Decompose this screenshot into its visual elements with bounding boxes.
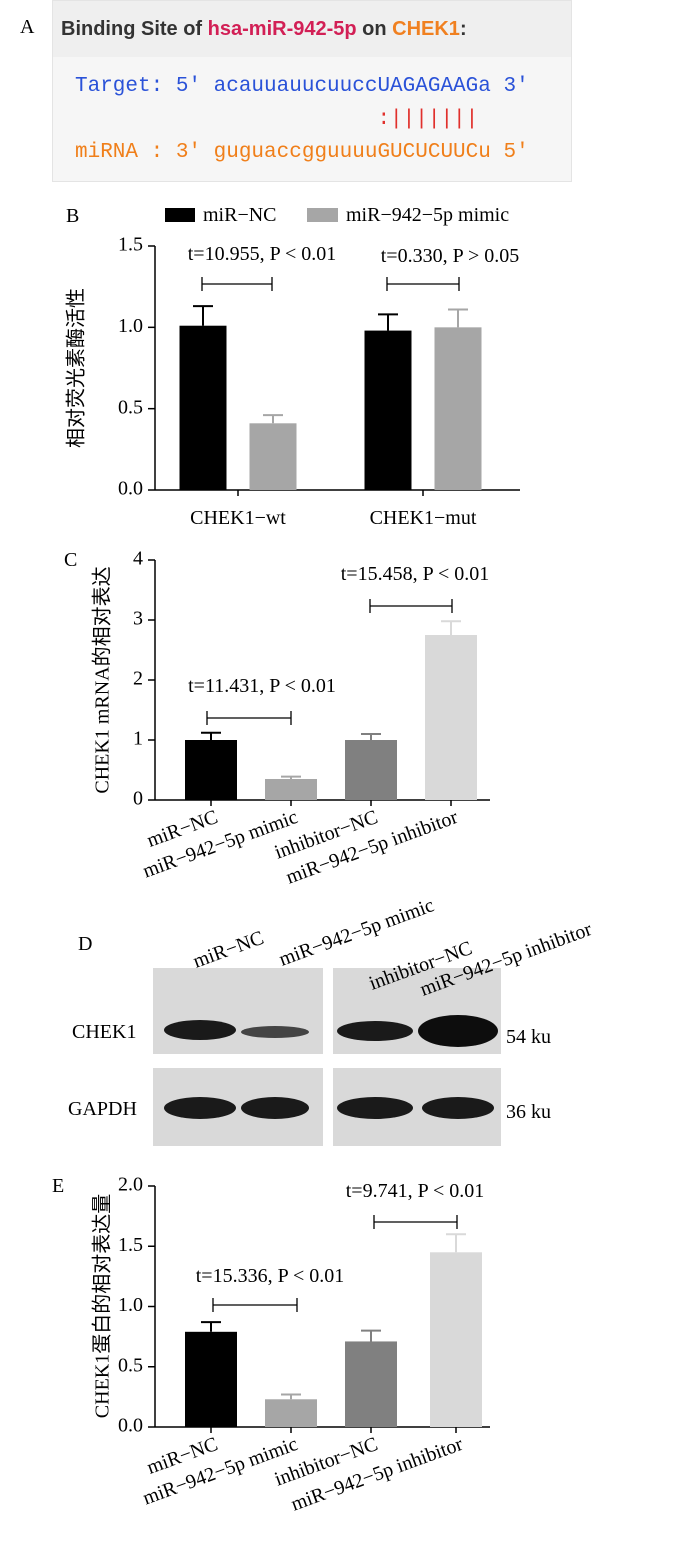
binding-title: Binding Site of hsa-miR-942-5p on CHEK1:: [53, 1, 571, 57]
bar: [185, 1331, 237, 1427]
legend-label: miR−942−5p mimic: [346, 204, 509, 226]
bar: [345, 740, 397, 800]
mirna-seq: miRNA : 3' guguaccgguuuuGUCUCUUCu 5': [75, 141, 529, 164]
y-tick-label: 0.0: [118, 478, 143, 500]
y-axis-label: 相对荧光素酶活性: [65, 288, 88, 448]
x-tick-label: CHEK1−wt: [190, 507, 286, 529]
significance-bracket: [212, 1298, 298, 1312]
y-tick-label: 1.0: [118, 1294, 143, 1316]
y-tick-label: 2: [133, 668, 143, 690]
protein-label: GAPDH: [68, 1098, 137, 1120]
error-bar: [193, 305, 213, 326]
blot-background: [153, 968, 323, 1054]
error-bar: [446, 1233, 466, 1253]
y-tick-label: 1.5: [118, 234, 143, 256]
annotation: t=0.330, P > 0.05: [381, 245, 520, 267]
pairing: :|||||||: [377, 108, 479, 131]
band: [241, 1026, 309, 1038]
annotation: t=10.955, P < 0.01: [188, 243, 337, 265]
y-tick-label: 0: [133, 788, 143, 810]
bar: [265, 1399, 317, 1427]
western-blot: D miR−NC miR−942−5p mimic inhibitor−NC m…: [68, 894, 595, 1146]
band: [164, 1097, 236, 1119]
panel-label: C: [64, 549, 77, 571]
target-seq: Target: 5' acauuauucuuccUAGAGAAGa 3': [75, 75, 529, 98]
size-label: 36 ku: [506, 1101, 551, 1123]
lane-label: miR−NC: [190, 927, 267, 973]
bar: [249, 423, 297, 490]
annotation: t=9.741, P < 0.01: [346, 1180, 485, 1202]
error-bar: [361, 1329, 381, 1342]
error-bar: [263, 414, 283, 424]
error-bar: [281, 775, 301, 779]
title-text: on: [356, 18, 393, 40]
error-bar: [361, 733, 381, 740]
y-tick-label: 1.5: [118, 1234, 143, 1256]
x-tick-label: CHEK1−mut: [370, 507, 477, 529]
bar: [364, 330, 412, 490]
y-tick-label: 0.5: [118, 396, 143, 418]
bar: [265, 779, 317, 800]
legend-swatch: [307, 208, 338, 222]
band: [418, 1015, 498, 1047]
bar: [434, 327, 482, 490]
title-mirna: hsa-miR-942-5p: [207, 18, 357, 40]
panel-label: E: [52, 1175, 64, 1197]
significance-bracket: [386, 277, 460, 291]
y-tick-label: 2.0: [118, 1174, 143, 1196]
binding-site-box: Binding Site of hsa-miR-942-5p on CHEK1:…: [52, 0, 572, 182]
significance-bracket: [206, 711, 292, 725]
panel-label: A: [20, 16, 35, 38]
legend-label: miR−NC: [203, 204, 277, 226]
size-label: 54 ku: [506, 1026, 551, 1048]
band: [337, 1021, 413, 1041]
bar: [185, 740, 237, 800]
panel-label: D: [78, 933, 92, 955]
band: [164, 1020, 236, 1040]
significance-bracket: [373, 1215, 458, 1229]
error-bar: [281, 1393, 301, 1400]
annotation: t=11.431, P < 0.01: [188, 675, 336, 697]
error-bar: [448, 308, 468, 328]
title-text: Binding Site of: [61, 18, 208, 40]
y-tick-label: 4: [133, 548, 143, 570]
band: [422, 1097, 494, 1119]
y-tick-label: 3: [133, 608, 143, 630]
panel-label: B: [66, 205, 79, 227]
band: [337, 1097, 413, 1119]
y-tick-label: 1.0: [118, 315, 143, 337]
y-tick-label: 0.5: [118, 1354, 143, 1376]
y-axis-label: CHEK1 mRNA的相对表达: [91, 566, 114, 793]
bar: [179, 325, 227, 490]
annotation: t=15.458, P < 0.01: [341, 563, 490, 585]
bar: [430, 1252, 482, 1427]
error-bar: [201, 731, 221, 740]
error-bar: [201, 1321, 221, 1332]
y-tick-label: 1: [133, 728, 143, 750]
significance-bracket: [201, 277, 273, 291]
annotation: t=15.336, P < 0.01: [196, 1265, 345, 1287]
protein-label: CHEK1: [72, 1021, 136, 1043]
legend-swatch: [165, 208, 195, 222]
error-bar: [378, 313, 398, 331]
bar: [345, 1341, 397, 1427]
band: [241, 1097, 309, 1119]
significance-bracket: [369, 599, 453, 613]
title-gene: CHEK1: [392, 18, 460, 40]
y-tick-label: 0.0: [118, 1415, 143, 1437]
y-axis-label: CHEK1蛋白的相对表达量: [91, 1194, 114, 1418]
bar: [425, 635, 477, 800]
error-bar: [441, 620, 461, 635]
title-text: :: [459, 18, 467, 40]
